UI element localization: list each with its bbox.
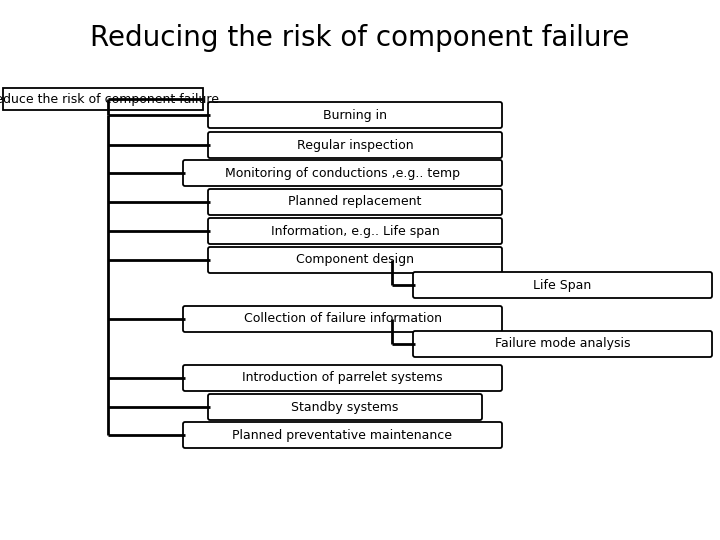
Text: Failure mode analysis: Failure mode analysis xyxy=(495,338,630,350)
FancyBboxPatch shape xyxy=(413,331,712,357)
FancyBboxPatch shape xyxy=(208,132,502,158)
FancyBboxPatch shape xyxy=(183,422,502,448)
FancyBboxPatch shape xyxy=(208,394,482,420)
Text: Planned preventative maintenance: Planned preventative maintenance xyxy=(233,429,452,442)
FancyBboxPatch shape xyxy=(208,218,502,244)
FancyBboxPatch shape xyxy=(208,189,502,215)
Text: Collection of failure information: Collection of failure information xyxy=(243,313,441,326)
FancyBboxPatch shape xyxy=(183,306,502,332)
Text: Monitoring of conductions ,e.g.. temp: Monitoring of conductions ,e.g.. temp xyxy=(225,166,460,179)
Text: Life Span: Life Span xyxy=(534,279,592,292)
FancyBboxPatch shape xyxy=(3,88,203,110)
FancyBboxPatch shape xyxy=(208,102,502,128)
Text: Introduction of parrelet systems: Introduction of parrelet systems xyxy=(242,372,443,384)
Text: Burning in: Burning in xyxy=(323,109,387,122)
FancyBboxPatch shape xyxy=(183,160,502,186)
Text: Standby systems: Standby systems xyxy=(292,401,399,414)
Text: Planned replacement: Planned replacement xyxy=(288,195,422,208)
Text: Reducing the risk of component failure: Reducing the risk of component failure xyxy=(90,24,630,52)
Text: Component design: Component design xyxy=(296,253,414,267)
FancyBboxPatch shape xyxy=(413,272,712,298)
FancyBboxPatch shape xyxy=(183,365,502,391)
Text: Regular inspection: Regular inspection xyxy=(297,138,413,152)
FancyBboxPatch shape xyxy=(208,247,502,273)
Text: Reduce the risk of component failure: Reduce the risk of component failure xyxy=(0,92,219,105)
Text: Information, e.g.. Life span: Information, e.g.. Life span xyxy=(271,225,439,238)
